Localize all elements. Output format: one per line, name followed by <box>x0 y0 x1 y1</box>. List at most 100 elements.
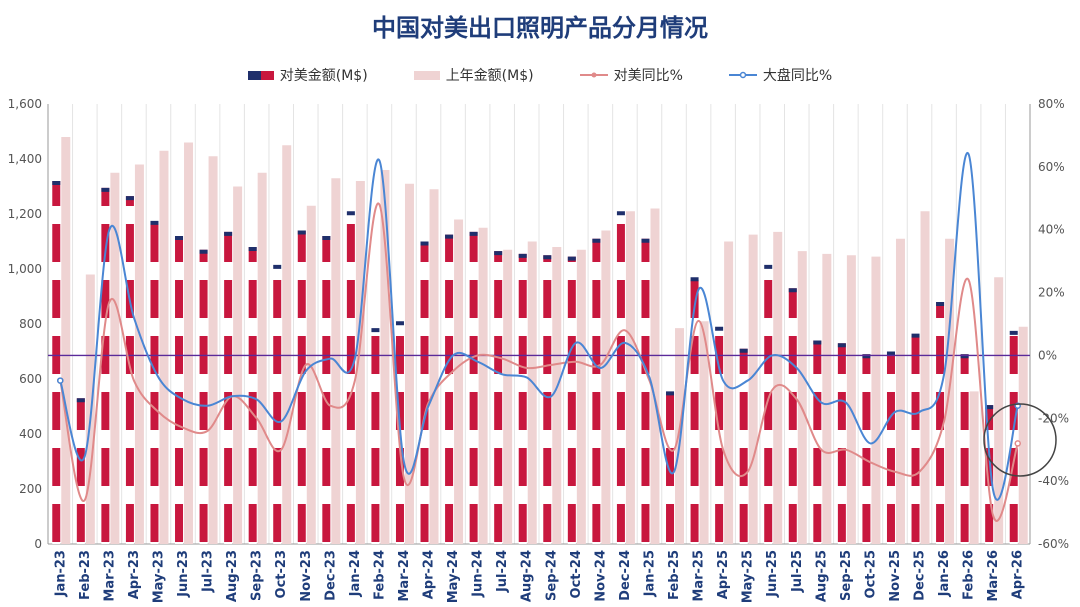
bar-us-amount <box>592 238 601 544</box>
left-tick-label: 600 <box>19 372 42 386</box>
bar-prev-year <box>699 321 709 544</box>
legend-label-market-yoy: 大盘同比% <box>762 68 833 84</box>
x-tick-label: Apr-26 <box>1011 550 1026 599</box>
bar-us-amount <box>862 354 871 544</box>
bar-us-amount-cap <box>248 247 257 251</box>
bar-us-amount <box>543 255 552 544</box>
x-tick-label: Mar-24 <box>397 550 412 602</box>
x-tick-label: Jan-26 <box>937 550 952 597</box>
bar-prev-year <box>773 231 783 544</box>
bar-us-amount-cap <box>1009 330 1018 335</box>
legend-swatch-prev-amount <box>413 70 440 80</box>
bar-prev-year <box>871 256 881 544</box>
bar-us-amount-cap <box>911 333 920 338</box>
x-tick-label: Nov-24 <box>593 550 608 602</box>
bar-us-amount-cap <box>395 321 404 326</box>
bar-us-amount-cap <box>788 288 797 293</box>
bar-prev-year <box>380 170 390 544</box>
left-tick-label: 1,400 <box>8 152 42 166</box>
x-tick-label: Mar-23 <box>102 550 117 602</box>
left-tick-label: 1,000 <box>8 262 42 276</box>
line-us-yoy <box>59 202 1019 522</box>
x-tick-label: Jul-24 <box>495 550 510 593</box>
bar-us-amount <box>1009 330 1018 544</box>
legend-item-prev-amount[interactable]: 上年金额(M$) <box>413 65 534 85</box>
bar-us-amount-cap <box>690 277 699 282</box>
legend-item-us-yoy[interactable]: 对美同比% <box>579 65 683 85</box>
right-tick-label: 80% <box>1038 97 1065 111</box>
bar-prev-year <box>895 238 905 544</box>
left-tick-label: 400 <box>19 427 42 441</box>
x-tick-label: Nov-25 <box>888 550 903 602</box>
bar-us-amount-cap <box>469 231 478 236</box>
right-tick-label: 0% <box>1038 348 1057 362</box>
x-tick-label: Jan-23 <box>53 550 68 597</box>
legend-swatch-us-amount <box>247 70 274 80</box>
x-tick-label: Apr-24 <box>422 550 437 599</box>
bar-us-amount <box>666 391 675 544</box>
bar-us-amount <box>150 220 159 544</box>
x-tick-label: Apr-25 <box>716 550 731 599</box>
bar-us-amount <box>788 288 797 544</box>
bar-us-amount <box>469 231 478 544</box>
x-tick-label: Oct-25 <box>863 550 878 598</box>
bar-us-amount <box>616 211 625 544</box>
bar-prev-year <box>846 255 856 544</box>
bar-us-amount-cap <box>273 264 282 269</box>
legend-item-market-yoy[interactable]: 大盘同比% <box>728 65 833 85</box>
bar-us-amount <box>52 181 61 544</box>
bar-us-amount <box>248 247 257 544</box>
x-tick-label: Jun-24 <box>471 550 486 598</box>
bar-us-amount <box>960 354 969 544</box>
bar-us-amount <box>224 231 233 544</box>
bar-us-amount-cap <box>101 187 110 192</box>
left-tick-label: 1,600 <box>8 97 42 111</box>
bar-us-amount-cap <box>322 236 331 240</box>
bar-us-amount <box>764 264 773 544</box>
bar-us-amount <box>518 253 527 544</box>
bar-us-amount-cap <box>125 196 134 201</box>
bar-prev-year <box>920 211 930 544</box>
bar-us-amount <box>101 187 110 544</box>
bar-us-amount-cap <box>666 391 675 396</box>
bar-us-amount-cap <box>76 398 85 403</box>
bar-us-amount-cap <box>837 343 846 348</box>
bar-us-amount-cap <box>985 405 994 410</box>
bar-us-amount-cap <box>150 220 159 225</box>
x-tick-label: May-23 <box>151 550 166 603</box>
legend-label-prev-amount: 上年金额(M$) <box>445 68 534 84</box>
bar-us-amount-cap <box>518 253 527 258</box>
bar-us-amount-cap <box>715 326 724 331</box>
point-market-yoy-start <box>57 377 64 384</box>
x-tick-label: Aug-23 <box>225 550 240 602</box>
x-tick-label: May-25 <box>741 550 756 603</box>
bar-us-amount-cap <box>936 302 945 306</box>
legend: 对美金额(M$) 上年金额(M$) 对美同比% 大盘同比% <box>0 64 1080 86</box>
bar-us-amount <box>420 241 429 544</box>
right-tick-label: -40% <box>1038 474 1069 488</box>
bar-us-amount <box>739 348 748 544</box>
x-tick-label: Oct-24 <box>569 550 584 598</box>
bar-prev-year <box>527 241 537 544</box>
bar-prev-year <box>748 234 758 544</box>
bar-prev-year <box>969 391 979 544</box>
x-tick-label: Aug-24 <box>520 550 535 602</box>
bar-prev-year <box>650 208 660 544</box>
bar-us-amount-cap <box>371 328 380 333</box>
bar-us-amount-cap <box>862 354 871 359</box>
bar-us-amount-cap <box>52 181 61 185</box>
right-tick-label: 60% <box>1038 160 1065 174</box>
bar-us-amount <box>985 405 994 544</box>
point-us-yoy-end <box>1014 440 1021 447</box>
bar-us-amount <box>76 398 85 544</box>
bar-us-amount-cap <box>445 234 454 239</box>
legend-item-us-amount[interactable]: 对美金额(M$) <box>247 65 368 85</box>
bar-prev-year <box>306 205 316 544</box>
bar-us-amount-cap <box>494 251 503 256</box>
bar-prev-year <box>355 181 365 544</box>
bar-us-amount-cap <box>420 241 429 246</box>
bar-us-amount <box>641 238 650 544</box>
bar-us-amount <box>690 277 699 544</box>
bar-us-amount <box>911 333 920 544</box>
